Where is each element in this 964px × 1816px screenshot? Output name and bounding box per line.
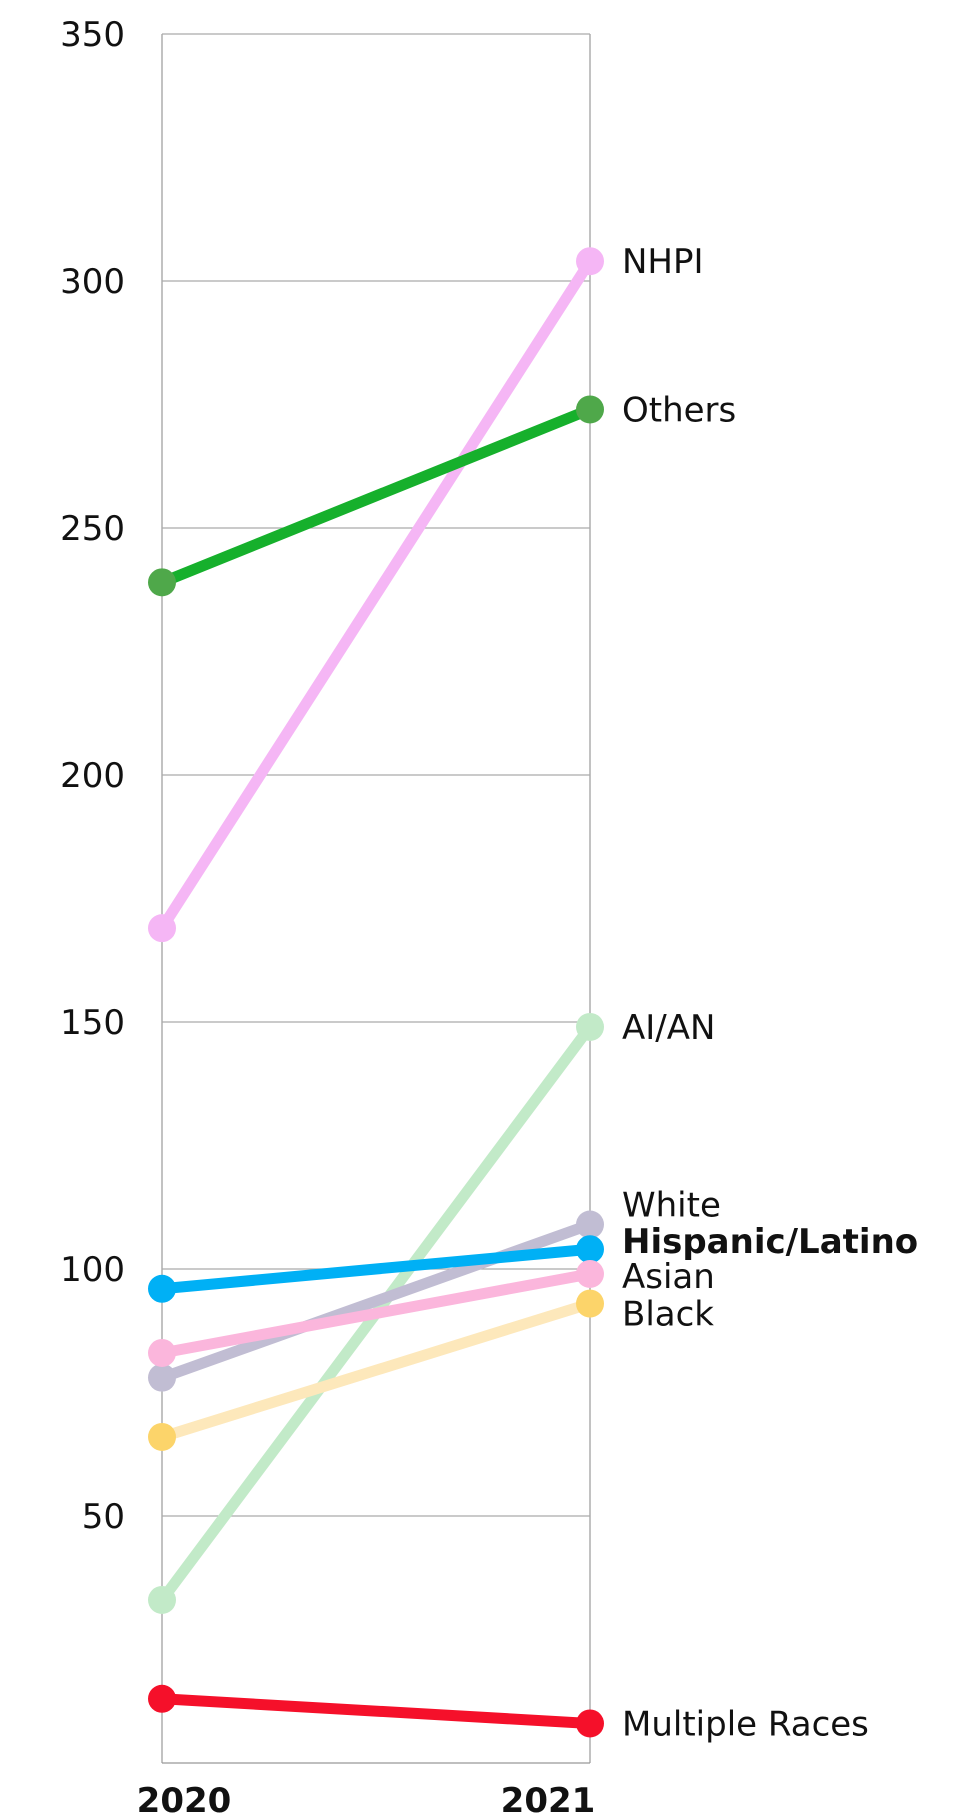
series-lines [156, 255, 596, 1729]
marker-ai-an-2020 [148, 1585, 176, 1614]
x-tick-label-2021: 2021 [501, 1781, 596, 1816]
series-line-hispanic-latino [156, 1243, 596, 1295]
x-tick-label-2020: 2020 [137, 1781, 232, 1816]
series-label-black: Black [622, 1295, 714, 1335]
marker-ai-an-2021 [576, 1012, 604, 1041]
marker-others-2020 [148, 568, 176, 597]
series-label-nhpi: NHPI [622, 242, 704, 282]
series-label-hispanic-latino: Hispanic/Latino [622, 1222, 918, 1262]
y-tick-label-250: 250 [60, 509, 125, 549]
marker-multiple-races-2021 [576, 1709, 604, 1738]
marker-black-2020 [148, 1422, 176, 1451]
y-axis-ticks: 50 100 150 200 250 300 350 [60, 15, 125, 1537]
series-label-multiple-races: Multiple Races [622, 1704, 869, 1744]
series-label-others: Others [622, 390, 736, 430]
series-line-white [156, 1219, 596, 1384]
marker-asian-2020 [148, 1338, 176, 1367]
marker-nhpi-2021 [576, 247, 604, 276]
gridlines [161, 33, 591, 1764]
y-tick-label-350: 350 [60, 15, 125, 55]
y-tick-label-200: 200 [60, 756, 125, 796]
series-line-nhpi [156, 255, 596, 934]
marker-hispanic-latino-2021 [576, 1235, 604, 1264]
x-axis-ticks: 2020 2021 [137, 1781, 596, 1816]
y-tick-label-150: 150 [60, 1003, 125, 1043]
marker-nhpi-2020 [148, 914, 176, 943]
series-line-multiple-races [156, 1693, 596, 1729]
marker-hispanic-latino-2020 [148, 1274, 176, 1303]
series-label-asian: Asian [622, 1257, 715, 1297]
y-tick-label-300: 300 [60, 262, 125, 302]
series-line-asian [156, 1268, 596, 1359]
series-label-white: White [622, 1186, 721, 1226]
marker-black-2021 [576, 1289, 604, 1318]
marker-white-2021 [576, 1210, 604, 1239]
y-tick-label-100: 100 [60, 1250, 125, 1290]
series-line-others [156, 403, 596, 588]
marker-others-2021 [576, 395, 604, 424]
marker-asian-2021 [576, 1259, 604, 1288]
marker-white-2020 [148, 1363, 176, 1392]
marker-multiple-races-2020 [148, 1684, 176, 1713]
y-tick-label-50: 50 [82, 1497, 125, 1537]
series-label-ai-an: AI/AN [622, 1008, 715, 1048]
series-markers [148, 247, 604, 1738]
series-labels: NHPI Others AI/AN WhiteHispanic/LatinoAsian… [622, 242, 918, 1744]
series-line-black [156, 1298, 596, 1443]
